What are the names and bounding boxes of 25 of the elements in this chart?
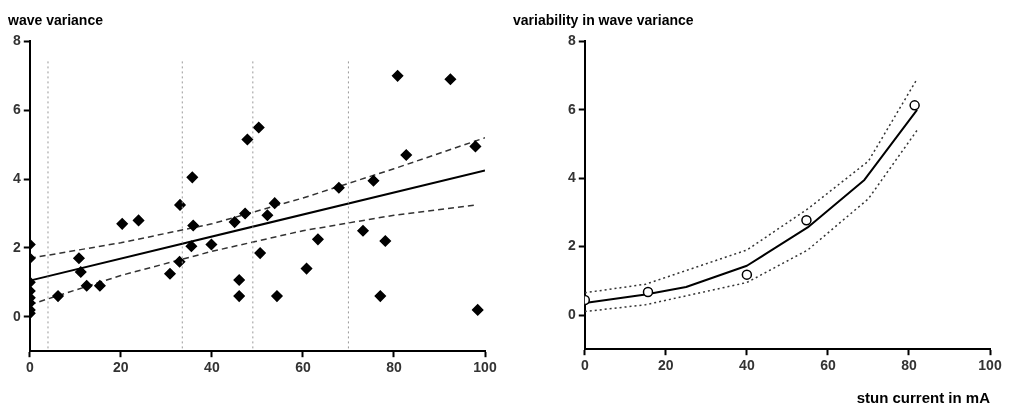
y-tick-label: 0 [12, 307, 21, 324]
x-tick-label: 60 [295, 359, 311, 376]
chart-title: variability in wave variance [513, 12, 694, 28]
y-tick-label: 6 [12, 101, 21, 118]
x-tick-label: 40 [739, 357, 755, 374]
x-tick-label: 20 [113, 359, 129, 376]
x-tick-label: 0 [580, 357, 589, 374]
y-tick-label: 2 [567, 237, 576, 254]
x-tick-label: 40 [204, 359, 220, 376]
x-tick-label: 80 [901, 357, 917, 374]
y-tick-label: 8 [12, 32, 21, 49]
y-tick-label: 6 [567, 100, 576, 117]
x-axis-title: stun current in mA [856, 389, 991, 407]
x-tick-label: 60 [820, 357, 836, 374]
y-tick-label: 4 [567, 169, 576, 186]
x-tick-label: 20 [658, 357, 674, 374]
y-tick-label: 4 [12, 169, 21, 186]
x-tick-label: 100 [473, 359, 497, 376]
x-tick-label: 80 [386, 359, 402, 376]
y-tick-label: 8 [567, 32, 576, 49]
y-tick-label: 2 [12, 238, 21, 255]
x-tick-label: 100 [978, 357, 1002, 374]
y-tick-label: 0 [567, 305, 576, 322]
chart-title: wave variance [8, 12, 103, 28]
x-tick-label: 0 [25, 359, 34, 376]
